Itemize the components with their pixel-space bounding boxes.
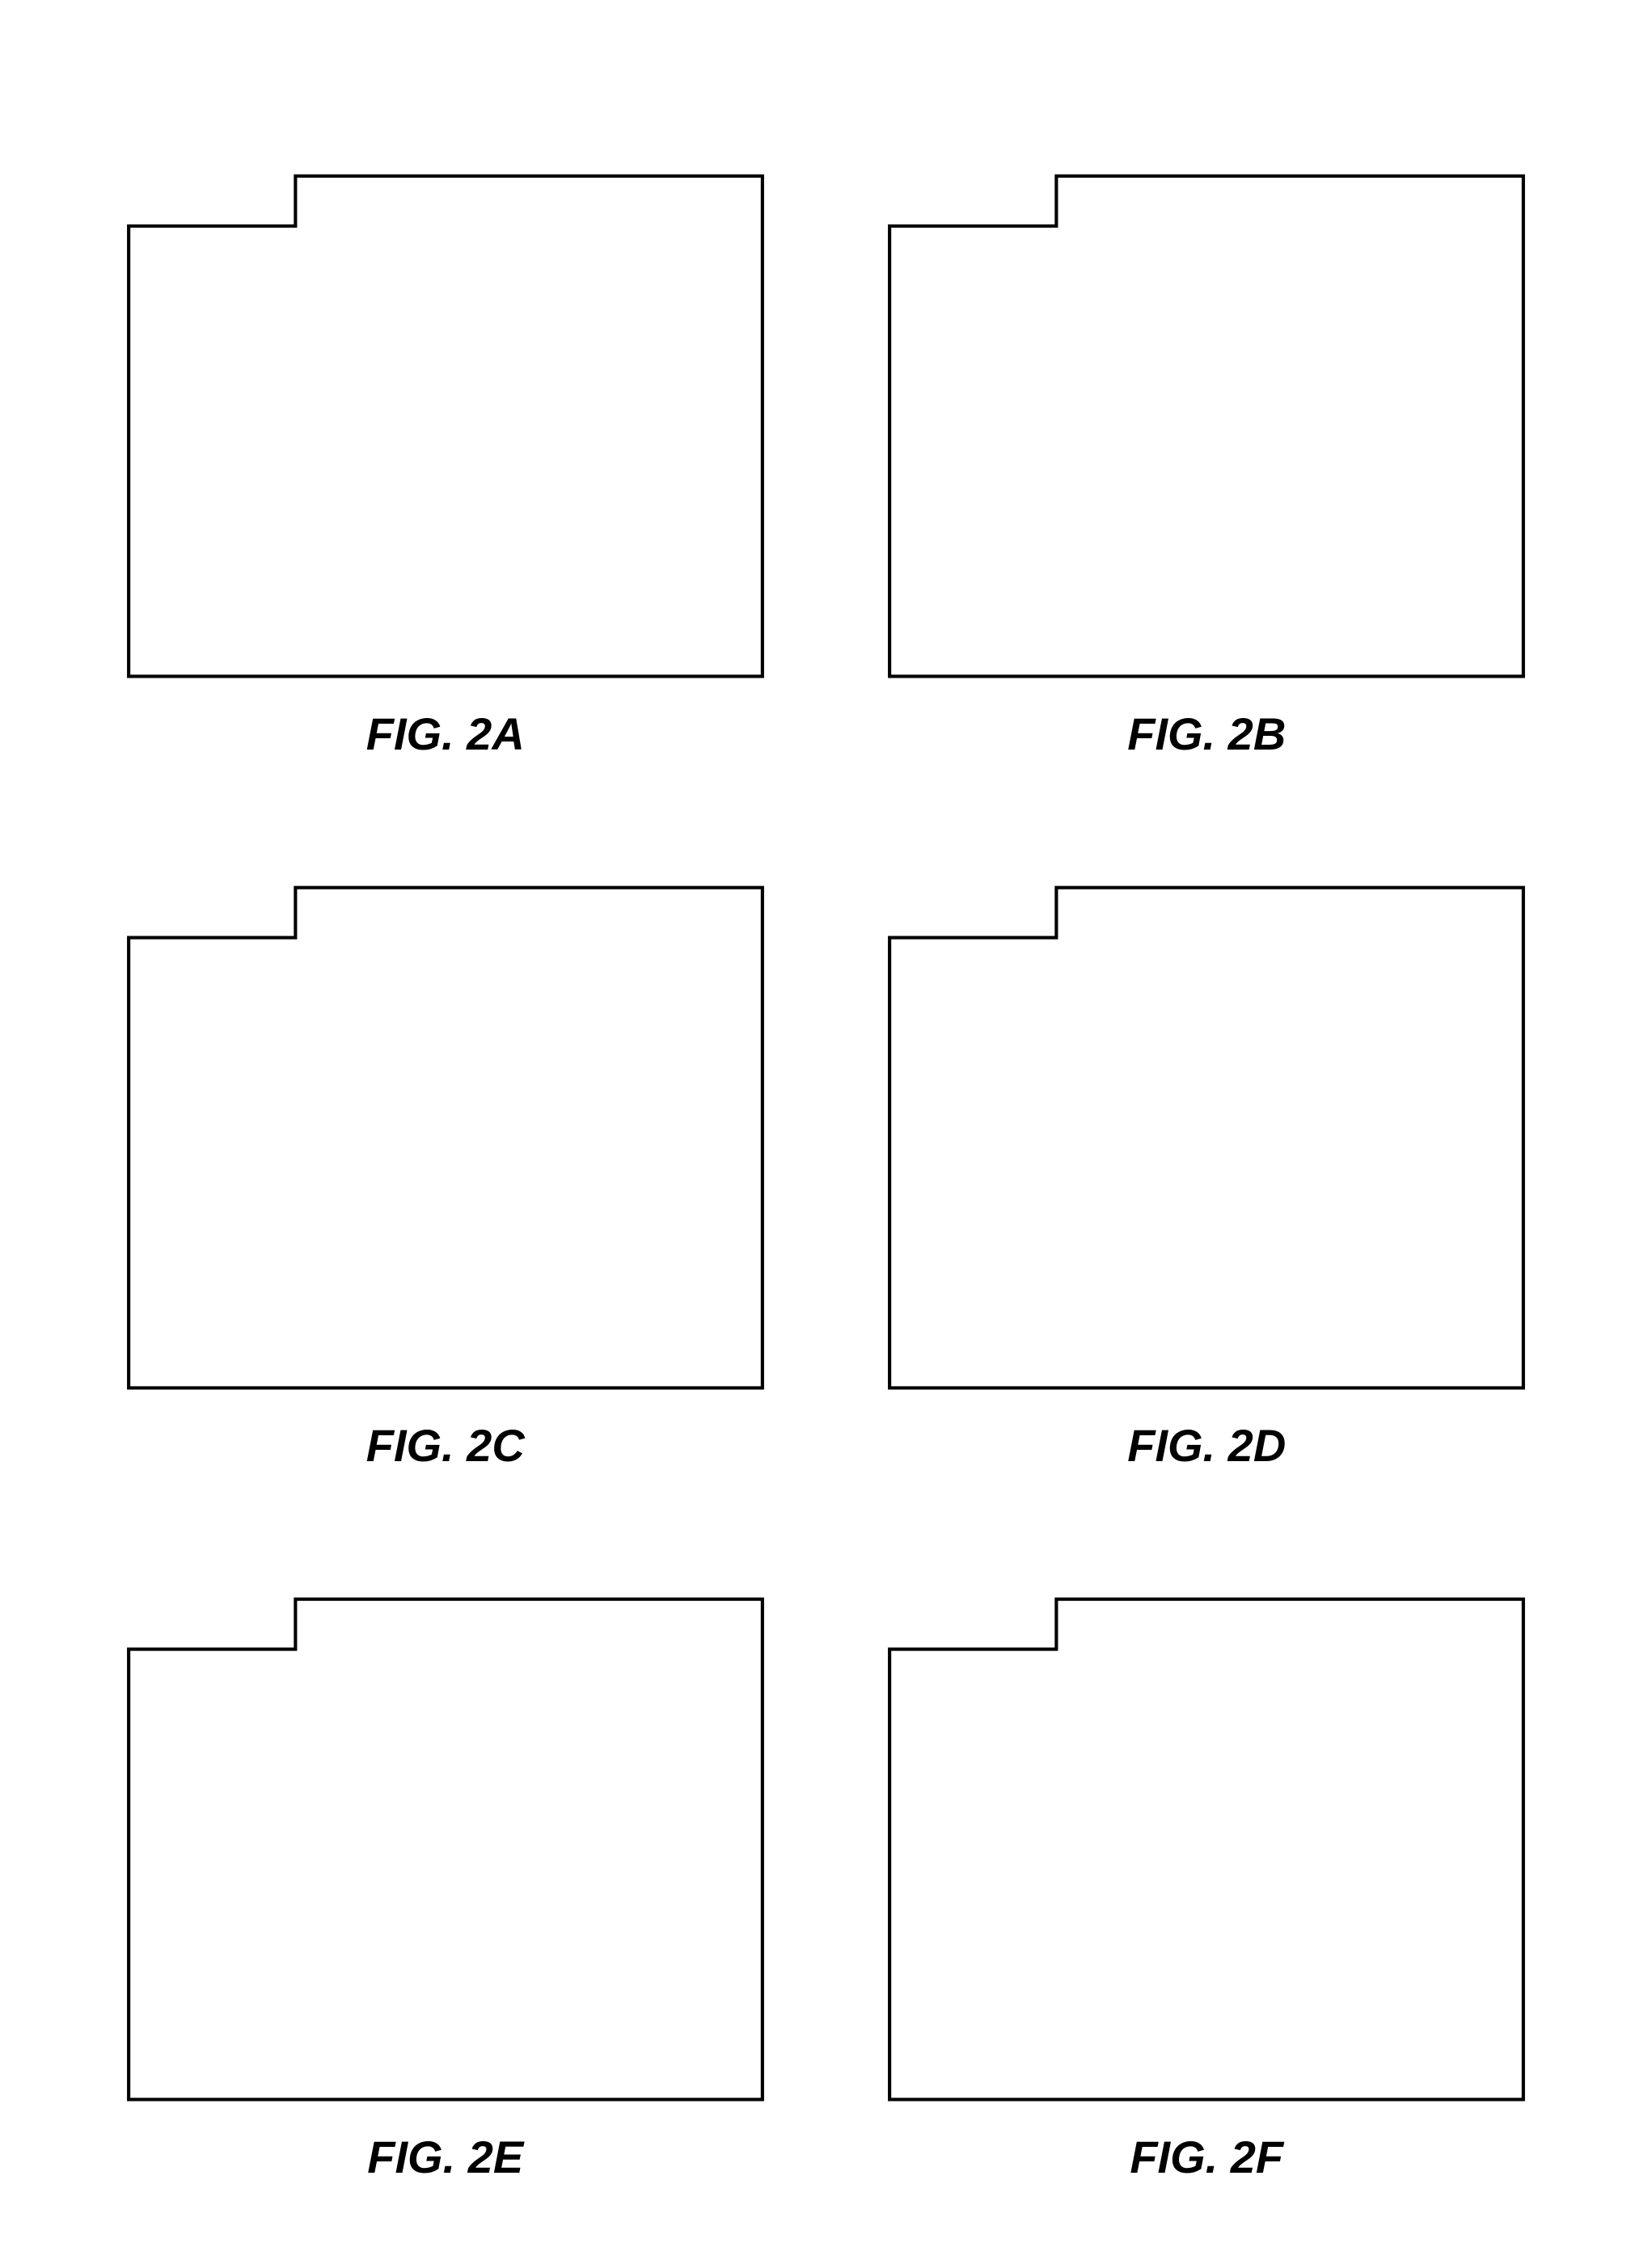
figure-cell: FIG. 2A <box>97 105 794 760</box>
figure-caption: FIG. 2B <box>1127 708 1286 760</box>
folder-outline-path <box>889 176 1523 677</box>
folder-outline-icon <box>98 871 793 1405</box>
figure-caption: FIG. 2C <box>366 1419 525 1472</box>
folder-outline-icon <box>859 871 1554 1405</box>
figure-caption: FIG. 2E <box>367 2131 523 2183</box>
figure-shape-wrap <box>859 1528 1556 2116</box>
folder-outline-icon <box>98 1582 793 2116</box>
figure-caption: FIG. 2A <box>366 708 525 760</box>
figure-caption: FIG. 2F <box>1130 2131 1283 2183</box>
figure-shape-wrap <box>97 1528 794 2116</box>
folder-outline-path <box>129 888 763 1388</box>
folder-outline-icon <box>98 159 793 693</box>
figure-cell: FIG. 2B <box>859 105 1556 760</box>
folder-outline-path <box>129 1599 763 2100</box>
folder-outline-path <box>889 1599 1523 2100</box>
figure-cell: FIG. 2F <box>859 1528 1556 2183</box>
figure-caption: FIG. 2D <box>1127 1419 1286 1472</box>
folder-outline-icon <box>859 159 1554 693</box>
figure-shape-wrap <box>97 105 794 693</box>
figure-shape-wrap <box>97 817 794 1405</box>
page: FIG. 2A FIG. 2B FIG. 2C FIG. 2D FIG. 2E FIG. … <box>0 0 1652 2256</box>
figure-grid: FIG. 2A FIG. 2B FIG. 2C FIG. 2D FIG. 2E FIG. … <box>97 105 1555 2183</box>
figure-cell: FIG. 2C <box>97 817 794 1472</box>
figure-cell: FIG. 2D <box>859 817 1556 1472</box>
folder-outline-path <box>129 176 763 677</box>
figure-shape-wrap <box>859 817 1556 1405</box>
figure-shape-wrap <box>859 105 1556 693</box>
folder-outline-path <box>889 888 1523 1388</box>
folder-outline-icon <box>859 1582 1554 2116</box>
figure-cell: FIG. 2E <box>97 1528 794 2183</box>
